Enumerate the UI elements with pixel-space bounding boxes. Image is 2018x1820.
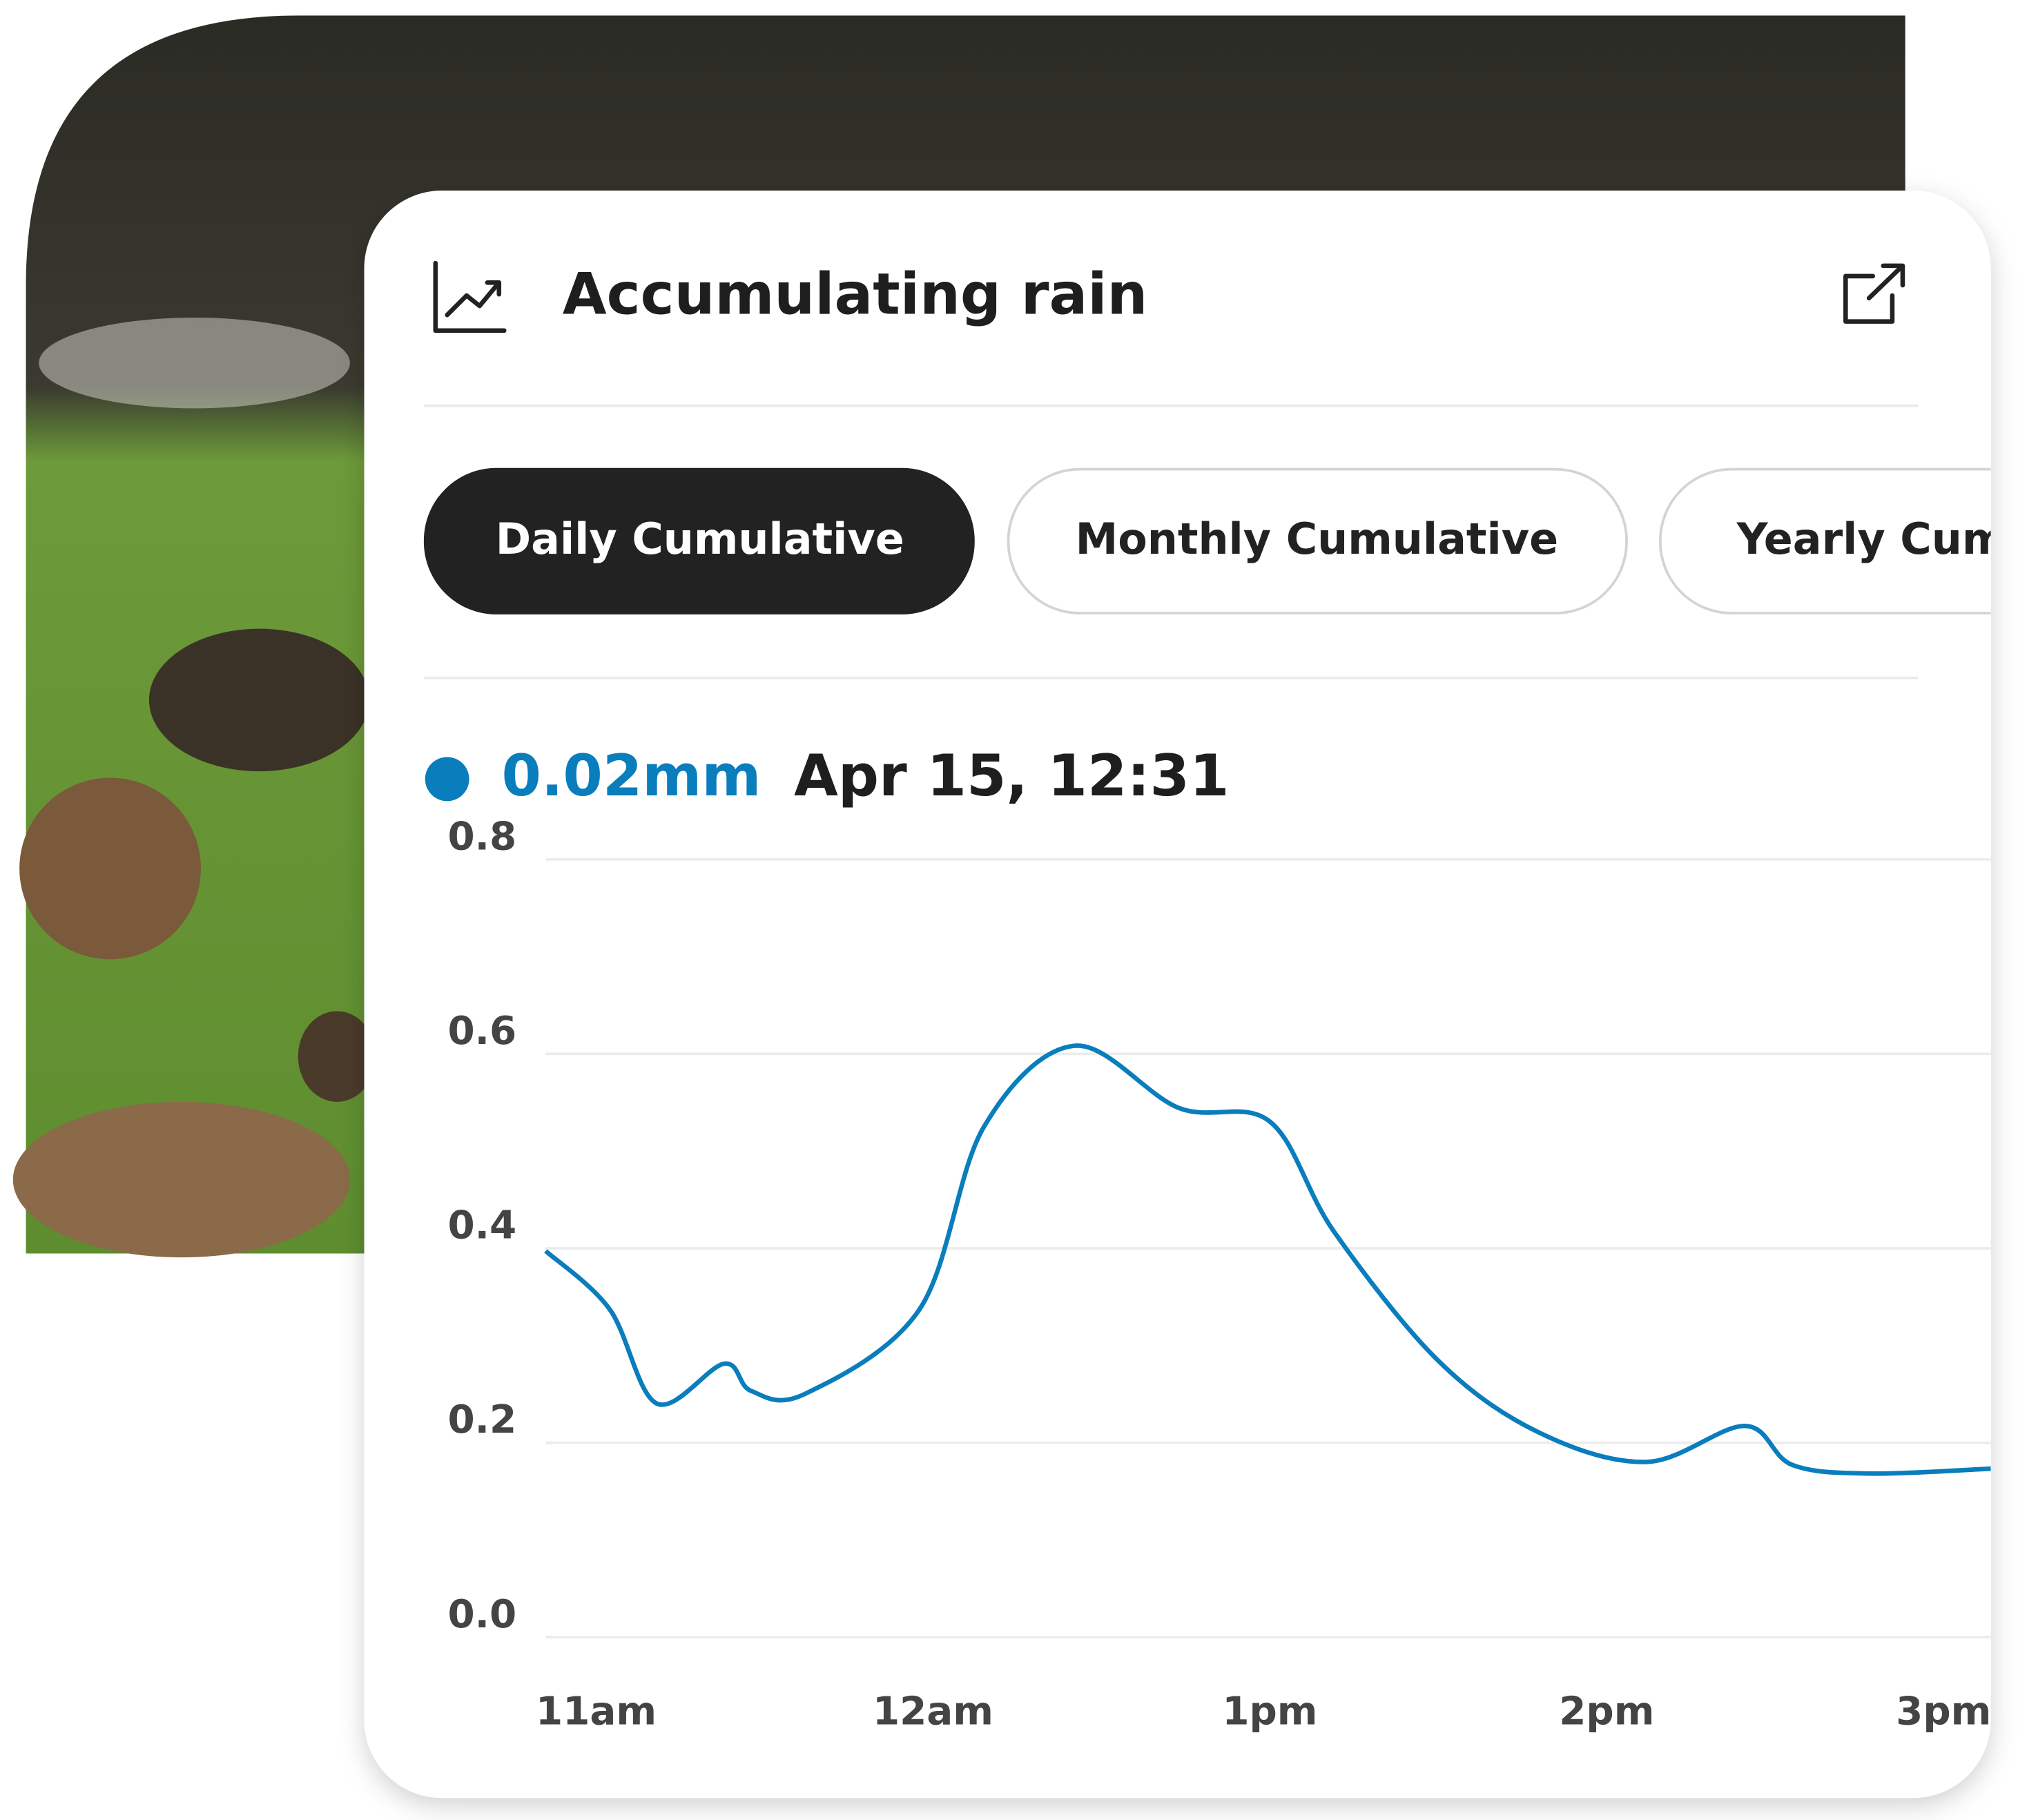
page: Accumulating rain Daily Cumulative Month… <box>0 0 2018 1820</box>
y-tick-label: 0.6 <box>447 1009 516 1054</box>
card-title: Accumulating rain <box>563 261 1148 327</box>
tab-daily[interactable]: Daily Cumulative <box>424 468 975 614</box>
x-tick-label: 3pm <box>1896 1690 1991 1734</box>
series-dot <box>425 757 469 801</box>
tab-yearly[interactable]: Yearly Cumulative <box>1660 469 2018 613</box>
card <box>365 191 1991 1798</box>
x-tick-label: 1pm <box>1222 1690 1317 1734</box>
tab-label: Monthly Cumulative <box>1076 514 1559 564</box>
x-tick-label: 12am <box>873 1690 993 1734</box>
y-tick-label: 0.2 <box>447 1397 516 1442</box>
readout-value: 0.02mm <box>502 744 761 810</box>
x-tick-label: 11am <box>536 1690 657 1734</box>
x-tick-label: 2pm <box>1559 1690 1654 1734</box>
readout-time: Apr 15, 12:31 <box>794 744 1229 810</box>
y-tick-label: 0.0 <box>447 1592 516 1637</box>
y-tick-label: 0.8 <box>447 814 516 859</box>
tab-label: Yearly Cumulative <box>1736 514 2018 564</box>
y-tick-label: 0.4 <box>447 1203 516 1248</box>
tab-monthly[interactable]: Monthly Cumulative <box>1009 469 1627 613</box>
readout: 0.02mm Apr 15, 12:31 <box>502 744 1230 810</box>
tab-label: Daily Cumulative <box>496 514 904 564</box>
